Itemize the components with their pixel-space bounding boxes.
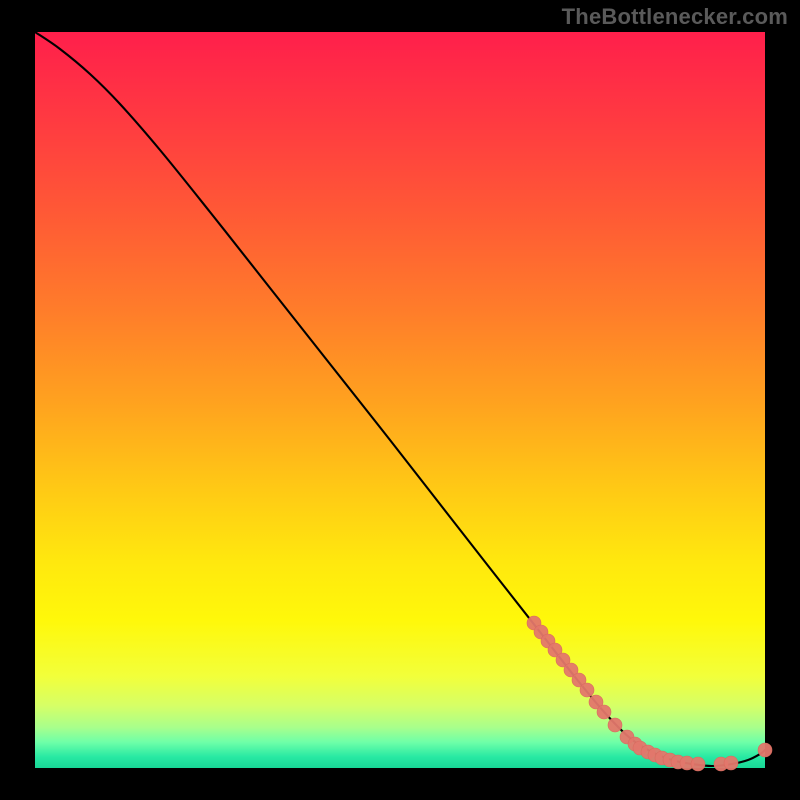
attribution-label: TheBottlenecker.com [562,4,788,30]
marker-point [724,756,738,770]
marker-point [608,718,622,732]
marker-point [597,705,611,719]
plot-background [35,32,765,768]
marker-point [758,743,772,757]
marker-point [691,757,705,771]
marker-point [580,683,594,697]
chart-container: { "attribution": { "text": "TheBottlenec… [0,0,800,800]
bottleneck-chart [0,0,800,800]
